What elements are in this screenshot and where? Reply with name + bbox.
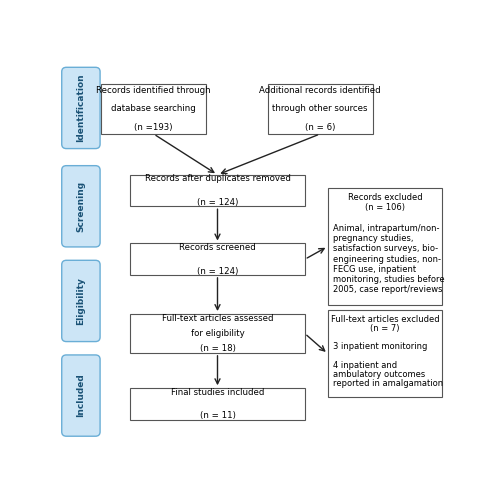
Text: Eligibility: Eligibility <box>76 277 86 325</box>
FancyBboxPatch shape <box>62 260 100 342</box>
Text: 2005, case report/reviews: 2005, case report/reviews <box>332 285 442 295</box>
Text: (n = 106): (n = 106) <box>365 203 405 212</box>
Text: Full-text articles excluded: Full-text articles excluded <box>331 315 440 324</box>
Text: for eligibility: for eligibility <box>190 329 244 338</box>
Text: (n =193): (n =193) <box>134 123 173 132</box>
Text: Final studies included: Final studies included <box>171 388 264 397</box>
Text: Full-text articles assessed: Full-text articles assessed <box>162 314 273 323</box>
Text: FECG use, inpatient: FECG use, inpatient <box>332 265 415 274</box>
Text: engineering studies, non-: engineering studies, non- <box>332 254 440 264</box>
FancyBboxPatch shape <box>130 314 304 353</box>
Text: Records after duplicates removed: Records after duplicates removed <box>144 174 290 183</box>
Text: 4 inpatient and: 4 inpatient and <box>332 361 396 370</box>
Text: (n = 18): (n = 18) <box>200 344 235 352</box>
Text: (n = 124): (n = 124) <box>197 267 238 276</box>
Text: ambulatory outcomes: ambulatory outcomes <box>332 370 425 379</box>
Text: (n = 124): (n = 124) <box>197 198 238 207</box>
Text: Animal, intrapartum/non-: Animal, intrapartum/non- <box>332 224 439 233</box>
Text: 3 inpatient monitoring: 3 inpatient monitoring <box>332 342 427 351</box>
Text: database searching: database searching <box>111 105 196 113</box>
FancyBboxPatch shape <box>101 84 206 134</box>
Text: pregnancy studies,: pregnancy studies, <box>332 234 413 243</box>
Text: reported in amalgamation: reported in amalgamation <box>332 379 442 388</box>
Text: Screening: Screening <box>76 181 86 232</box>
FancyBboxPatch shape <box>62 166 100 247</box>
FancyBboxPatch shape <box>268 84 372 134</box>
Text: monitoring, studies before: monitoring, studies before <box>332 275 444 284</box>
Text: Identification: Identification <box>76 74 86 142</box>
FancyBboxPatch shape <box>130 243 304 275</box>
FancyBboxPatch shape <box>130 175 304 206</box>
Text: Included: Included <box>76 374 86 417</box>
Text: satisfaction surveys, bio-: satisfaction surveys, bio- <box>332 244 438 253</box>
FancyBboxPatch shape <box>328 187 442 305</box>
Text: Records screened: Records screened <box>179 243 256 252</box>
Text: through other sources: through other sources <box>272 105 368 113</box>
FancyBboxPatch shape <box>328 310 442 398</box>
Text: Additional records identified: Additional records identified <box>260 86 381 94</box>
Text: Records identified through: Records identified through <box>96 86 211 94</box>
Text: (n = 7): (n = 7) <box>370 324 400 333</box>
FancyBboxPatch shape <box>62 67 100 148</box>
Text: Records excluded: Records excluded <box>348 193 422 202</box>
Text: (n = 6): (n = 6) <box>305 123 336 132</box>
FancyBboxPatch shape <box>130 388 304 420</box>
FancyBboxPatch shape <box>62 355 100 436</box>
Text: (n = 11): (n = 11) <box>200 411 235 420</box>
